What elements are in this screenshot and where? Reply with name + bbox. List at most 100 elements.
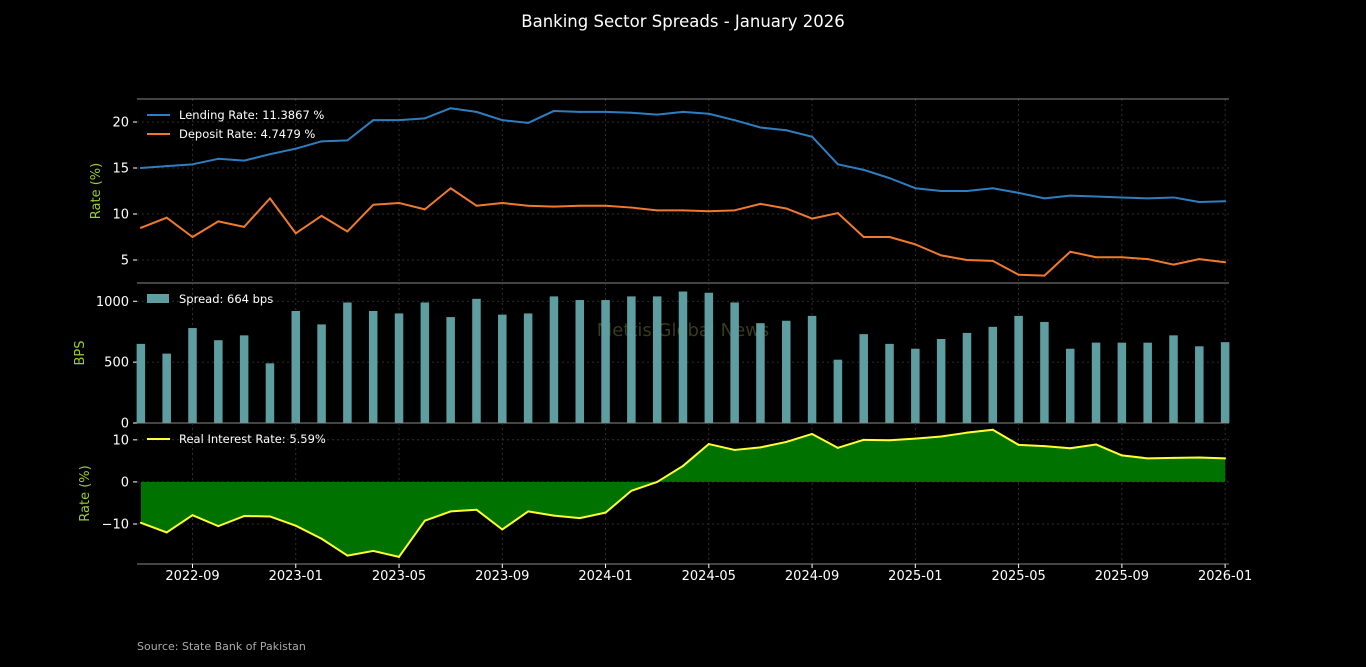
panel-2: 0 500 1000 BPS Spread: 664 bps xyxy=(73,283,1230,432)
data-point xyxy=(372,549,375,552)
x-tick-label: 2023-09 xyxy=(475,569,529,584)
data-point xyxy=(1224,457,1227,460)
legend-label: Spread: 664 bps xyxy=(179,292,273,306)
data-point xyxy=(1172,263,1175,266)
data-point xyxy=(991,259,994,262)
data-point xyxy=(1224,261,1227,264)
data-point xyxy=(346,139,349,142)
data-point xyxy=(501,119,504,122)
data-point xyxy=(372,119,375,122)
spread-bar xyxy=(1040,321,1049,423)
data-point xyxy=(268,515,271,518)
data-point xyxy=(320,537,323,540)
spread-bar xyxy=(1065,348,1075,423)
data-point xyxy=(1172,196,1175,199)
data-point xyxy=(1069,447,1072,450)
data-point xyxy=(707,210,710,213)
data-point xyxy=(398,201,401,204)
spread-bar xyxy=(394,313,404,423)
spread-bar xyxy=(936,339,946,423)
data-point xyxy=(191,514,194,517)
data-point xyxy=(630,206,633,209)
spread-bar xyxy=(885,343,894,423)
y-axis-label: Rate (%) xyxy=(78,465,93,521)
spread-bar xyxy=(239,335,249,423)
data-point xyxy=(1043,274,1046,277)
y-axis-label: BPS xyxy=(73,340,88,365)
data-point xyxy=(1224,200,1227,203)
x-tick-label: 2025-09 xyxy=(1095,569,1149,584)
spread-bar xyxy=(1169,335,1178,423)
spread-bar xyxy=(782,320,791,423)
y-tick-label: 5 xyxy=(121,254,129,269)
data-point xyxy=(811,217,814,220)
spread-bar xyxy=(420,302,430,423)
data-point xyxy=(733,448,736,451)
data-point xyxy=(165,216,168,219)
spread-bar xyxy=(188,328,197,423)
data-point xyxy=(1017,273,1020,276)
data-point xyxy=(604,110,607,113)
x-axis: 2022-09 2023-01 2023-05 2023-09 2024-01 2024-… xyxy=(165,564,1252,584)
spread-bar xyxy=(704,292,714,423)
data-point xyxy=(862,168,865,171)
x-tick-label: 2024-05 xyxy=(682,569,736,584)
y-tick-label: 0 xyxy=(121,475,129,490)
data-point xyxy=(707,443,710,446)
data-point xyxy=(1146,197,1149,200)
spread-bar xyxy=(678,291,688,423)
data-point xyxy=(1095,256,1098,259)
data-point xyxy=(165,531,168,534)
y-tick-label: −10 xyxy=(102,518,129,533)
data-point xyxy=(423,117,426,120)
data-point xyxy=(294,232,297,235)
data-point xyxy=(656,209,659,212)
spread-bar xyxy=(988,326,998,423)
data-point xyxy=(630,489,633,492)
x-tick-label: 2023-01 xyxy=(269,569,323,584)
spread-bar xyxy=(1220,342,1230,423)
data-point xyxy=(294,524,297,527)
data-point xyxy=(243,515,246,518)
data-point xyxy=(914,437,917,440)
data-point xyxy=(811,135,814,138)
spread-bar xyxy=(601,300,610,423)
data-point xyxy=(398,555,401,558)
data-point xyxy=(217,525,220,528)
data-point xyxy=(501,528,504,531)
data-point xyxy=(217,220,220,223)
data-point xyxy=(398,119,401,122)
data-point xyxy=(423,519,426,522)
spread-bar xyxy=(343,302,352,423)
data-point xyxy=(811,432,814,435)
chart-title: Banking Sector Spreads - January 2026 xyxy=(521,12,844,31)
spread-bar xyxy=(265,363,275,423)
data-point xyxy=(759,202,762,205)
spread-bar xyxy=(756,323,765,423)
data-point xyxy=(320,214,323,217)
data-point xyxy=(1043,197,1046,200)
data-point xyxy=(552,205,555,208)
data-point xyxy=(294,147,297,150)
data-point xyxy=(1095,443,1098,446)
data-point xyxy=(1017,191,1020,194)
data-point xyxy=(914,187,917,190)
data-point xyxy=(604,204,607,207)
legend-label: Lending Rate: 11.3867 % xyxy=(179,108,324,122)
data-point xyxy=(423,208,426,211)
spread-bar xyxy=(446,317,455,423)
data-point xyxy=(965,431,968,434)
spread-bar xyxy=(472,298,481,423)
data-point xyxy=(759,126,762,129)
data-point xyxy=(656,113,659,116)
spread-bar xyxy=(549,296,559,423)
positive-area xyxy=(140,429,1226,557)
spread-bar xyxy=(1117,342,1127,423)
data-point xyxy=(682,464,684,467)
data-point xyxy=(552,514,555,517)
data-point xyxy=(862,438,865,441)
data-point xyxy=(965,190,968,192)
spread-bar xyxy=(652,296,662,423)
spread-bar xyxy=(1014,315,1023,423)
data-point xyxy=(527,204,530,207)
